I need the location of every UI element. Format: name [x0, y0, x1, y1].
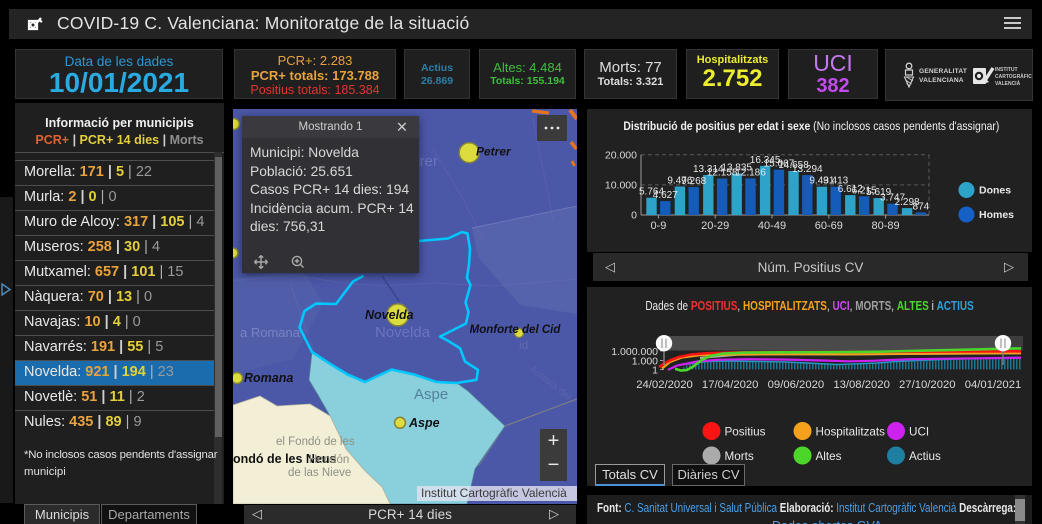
svg-text:GENERALITAT: GENERALITAT: [919, 68, 967, 75]
svg-text:1: 1: [652, 365, 658, 377]
svg-text:20-29: 20-29: [701, 220, 729, 232]
svg-text:40-49: 40-49: [758, 220, 786, 232]
svg-text:6.612: 6.612: [838, 184, 863, 195]
svg-text:3.747: 3.747: [880, 193, 905, 204]
svg-text:Novelda: Novelda: [365, 308, 414, 322]
svg-text:1.000: 1.000: [632, 356, 658, 368]
svg-text:14.658: 14.658: [778, 160, 809, 171]
svg-text:Actius: Actius: [909, 450, 941, 463]
svg-text:12.158: 12.158: [707, 168, 738, 179]
svg-text:5.764: 5.764: [639, 187, 664, 198]
svg-text:de las Nieve: de las Nieve: [288, 467, 351, 479]
svg-text:13.835: 13.835: [721, 162, 752, 173]
svg-text:24/02/2020: 24/02/2020: [636, 379, 693, 391]
svg-text:2.298: 2.298: [895, 197, 920, 208]
svg-text:0: 0: [631, 210, 637, 222]
svg-text:VALENCIÀ: VALENCIÀ: [995, 80, 1021, 87]
svg-text:Petrer: Petrer: [476, 145, 512, 159]
svg-text:a Romana: a Romana: [240, 325, 301, 340]
svg-text:04/01/2021: 04/01/2021: [965, 379, 1022, 391]
svg-text:20.000: 20.000: [605, 150, 637, 162]
svg-text:Novelda: Novelda: [375, 324, 431, 341]
svg-text:ondó de les Neus: ondó de les Neus: [233, 452, 337, 466]
svg-text:INSTITUT: INSTITUT: [995, 67, 1018, 73]
svg-text:el Fondó de les: el Fondó de les: [276, 436, 355, 448]
svg-text:17/04/2020: 17/04/2020: [702, 379, 759, 391]
svg-text:Homes: Homes: [979, 209, 1014, 221]
svg-text:Altes: Altes: [816, 450, 842, 463]
svg-text:Romana: Romana: [244, 371, 293, 385]
svg-text:0-9: 0-9: [650, 220, 666, 232]
svg-text:60-69: 60-69: [815, 220, 843, 232]
svg-text:id: id: [519, 338, 528, 352]
svg-text:1.000.000: 1.000.000: [611, 346, 658, 358]
svg-text:5.619: 5.619: [866, 187, 891, 198]
svg-text:4.627: 4.627: [653, 190, 678, 201]
svg-text:UCI: UCI: [909, 426, 929, 439]
svg-text:Morts: Morts: [725, 450, 754, 463]
svg-text:09/06/2020: 09/06/2020: [768, 379, 825, 391]
svg-text:874: 874: [913, 201, 930, 212]
svg-text:Aspe: Aspe: [408, 416, 440, 430]
svg-text:12.186: 12.186: [735, 167, 766, 178]
svg-text:27/10/2020: 27/10/2020: [899, 379, 956, 391]
svg-text:Dones: Dones: [979, 185, 1011, 197]
svg-text:13.294: 13.294: [792, 164, 823, 175]
svg-text:9.476: 9.476: [667, 176, 692, 187]
svg-text:Positius: Positius: [725, 426, 766, 439]
svg-text:13/08/2020: 13/08/2020: [833, 379, 890, 391]
svg-text:Aspe: Aspe: [414, 386, 448, 403]
svg-text:6.215: 6.215: [852, 185, 877, 196]
svg-text:10.000: 10.000: [605, 180, 637, 192]
svg-text:9.268: 9.268: [681, 176, 706, 187]
svg-text:15.067: 15.067: [764, 159, 795, 170]
svg-text:VALENCIANA: VALENCIANA: [919, 77, 964, 84]
svg-text:Monforte del Cid: Monforte del Cid: [470, 324, 562, 336]
svg-text:9.413: 9.413: [823, 176, 848, 187]
svg-text:13.314: 13.314: [693, 164, 724, 175]
svg-text:80-89: 80-89: [872, 220, 900, 232]
svg-text:CARTOGRÀFIC: CARTOGRÀFIC: [995, 73, 1032, 80]
svg-text:9.431: 9.431: [809, 176, 834, 187]
svg-text:16.345: 16.345: [750, 155, 781, 166]
svg-text:Hondón: Hondón: [309, 454, 349, 466]
svg-text:Hospitalitzats: Hospitalitzats: [816, 426, 886, 439]
